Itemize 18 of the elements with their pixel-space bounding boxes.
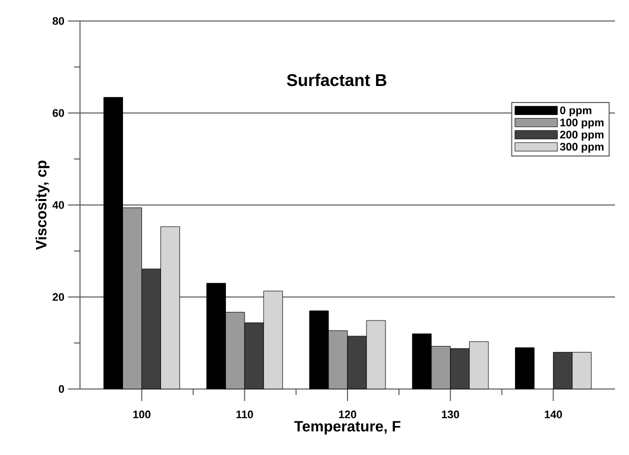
y-tick-label: 80 xyxy=(52,17,64,25)
x-tick-label: 140 xyxy=(544,410,562,418)
y-tick-label: 60 xyxy=(52,109,64,117)
x-tick-label: 120 xyxy=(339,410,356,418)
legend-label: 200 ppm xyxy=(560,130,604,141)
x-axis-title: Temperature, F xyxy=(294,421,400,435)
legend-label: 100 ppm xyxy=(560,118,604,128)
x-tick-label: 130 xyxy=(442,410,460,418)
y-tick-label: 40 xyxy=(52,201,64,209)
bar xyxy=(515,347,535,390)
x-tick-label: 100 xyxy=(133,410,150,418)
y-tick-label: 20 xyxy=(52,293,64,301)
y-tick-label: 0 xyxy=(58,385,64,393)
legend-label: 300 ppm xyxy=(560,142,604,153)
legend-label: 0 ppm xyxy=(560,106,592,116)
y-axis-title: Viscosity, cp xyxy=(36,160,50,250)
text: Surfactant B xyxy=(286,74,386,86)
x-tick-label: 110 xyxy=(236,410,253,418)
